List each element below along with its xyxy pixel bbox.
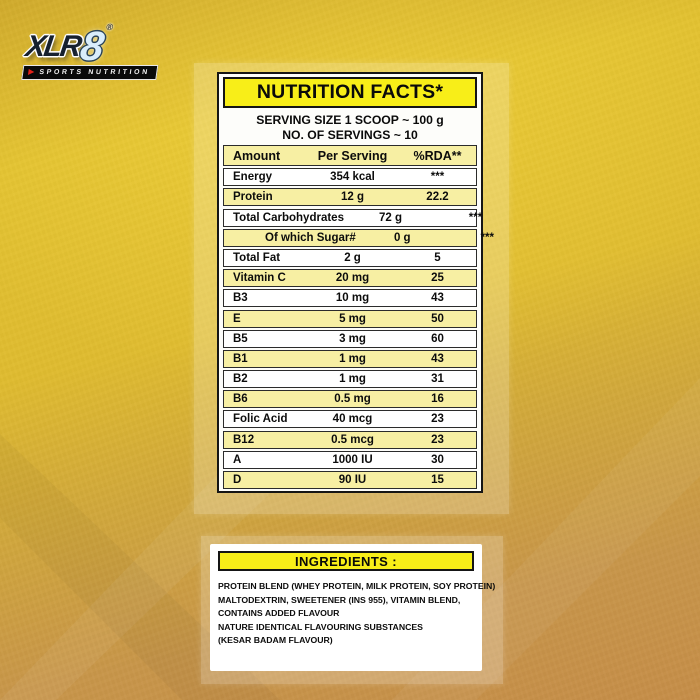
nutrient-rda: 30 [431,453,444,466]
nutrient-name: A [233,453,242,466]
column-header-rda: %RDA** [413,148,462,163]
serving-size-line: SERVING SIZE 1 SCOOP ~ 100 g [256,113,444,127]
table-header-row: Amount Per Serving %RDA** [223,145,477,166]
ingredients-line: MALTODEXTRIN, SWEETENER (INS 955), VITAM… [218,594,461,605]
nutrient-per-serving: 40 mcg [332,413,373,426]
nutrient-row: Energy 354 kcal *** [223,168,477,187]
nutrient-per-serving: 0.5 mg [334,393,371,406]
nutrient-rda: 5 [434,251,441,264]
nutrition-rows: Energy 354 kcal *** Protein 12 g 22.2 Total Ca… [223,168,494,489]
nutrient-name: Vitamin C [233,272,286,285]
nutrient-per-serving: 5 mg [339,312,366,325]
nutrient-name: Of which Sugar# [265,231,356,244]
nutrient-row: Vitamin C 20 mg 25 [223,269,477,288]
nutrient-name: B5 [233,332,248,345]
nutrient-per-serving: 354 kcal [330,171,375,184]
logo-tagline-bar: SPORTS NUTRITION [21,64,159,80]
nutrient-rda: 25 [431,272,444,285]
nutrient-row: Folic Acid 40 mcg 23 [223,410,477,429]
nutrient-per-serving: 20 mg [335,272,370,285]
nutrient-row: Total Fat 2 g 5 [223,248,477,267]
nutrient-per-serving: 1 mg [339,352,366,365]
red-chevron-icon [27,69,35,75]
nutrient-per-serving: 2 g [344,251,361,264]
nutrient-name: D [233,474,242,486]
nutrient-row: E 5 mg 50 [223,309,477,328]
nutrient-row: D 90 IU 15 [223,471,477,489]
ingredients-card: INGREDIENTS : PROTEIN BLEND (WHEY PROTEI… [210,544,496,671]
logo-text-8: 8 [77,23,108,69]
nutrient-per-serving: 0.5 mcg [331,433,374,446]
nutrient-name: B12 [233,433,255,446]
nutrient-rda: *** [468,211,483,224]
nutrient-rda: 31 [431,373,444,386]
nutrient-rda: 43 [431,352,444,365]
logo-tagline-text: SPORTS NUTRITION [38,68,151,76]
ingredients-line: PROTEIN BLEND (WHEY PROTEIN, MILK PROTEI… [218,581,496,591]
nutrient-rda: 23 [431,433,444,446]
nutrient-per-serving: 3 mg [339,332,366,345]
nutrient-row: B3 10 mg 43 [223,289,477,308]
nutrient-name: Protein [233,191,273,204]
nutrient-name: B1 [233,352,248,365]
serving-info: SERVING SIZE 1 SCOOP ~ 100 g NO. OF SERV… [223,108,477,145]
nutrition-facts-card: NUTRITION FACTS* SERVING SIZE 1 SCOOP ~ … [217,72,494,493]
registered-trademark-icon: ® [105,22,114,32]
nutrient-per-serving: 90 IU [338,474,367,486]
nutrient-row: B12 0.5 mcg 23 [223,430,477,449]
nutrient-per-serving: 1000 IU [332,453,373,466]
nutrient-row: B2 1 mg 31 [223,370,477,389]
nutrient-per-serving: 1 mg [339,373,366,386]
nutrient-per-serving: 10 mg [335,292,370,305]
nutrient-row: A 1000 IU 30 [223,450,477,469]
ingredients-line: CONTAINS ADDED FLAVOUR [218,608,340,619]
nutrient-row: B1 1 mg 43 [223,349,477,368]
nutrient-name: B6 [233,393,248,406]
nutrient-rda: 60 [431,332,444,345]
nutrient-name: Folic Acid [233,413,288,426]
nutrient-rda: 22.2 [426,191,449,204]
xlr8-logo: XLR8® SPORTS NUTRITION [21,12,166,80]
nutrient-row: Protein 12 g 22.2 [223,188,477,207]
nutrient-row: B6 0.5 mg 16 [223,390,477,409]
nutrient-name: Total Fat [233,251,281,264]
nutrient-rda: *** [480,231,494,244]
nutrient-row: Of which Sugar# 0 g *** [223,228,494,247]
column-header-amount: Amount [233,148,281,163]
nutrient-rda: 50 [431,312,444,325]
nutrient-per-serving: 0 g [393,231,411,244]
nutrient-name: Energy [233,171,272,184]
nutrition-facts-title: NUTRITION FACTS* [223,77,477,108]
nutrient-per-serving: 12 g [340,191,364,204]
ingredients-line: NATURE IDENTICAL FLAVOURING SUBSTANCES [218,621,423,632]
nutrient-rda: 23 [431,413,444,426]
logo-text-xlr: XLR [23,30,83,63]
nutrient-rda: 43 [431,292,444,305]
column-header-per-serving: Per Serving [317,148,388,163]
nutrient-name: Total Carbohydrates [233,211,344,224]
nutrient-rda: 16 [431,393,444,406]
ingredients-line: (KESAR BADAM FLAVOUR) [218,635,333,646]
ingredients-text: PROTEIN BLEND (WHEY PROTEIN, MILK PROTEI… [210,571,496,648]
logo-wordmark: XLR8® [23,12,166,69]
nutrient-name: B2 [233,373,248,386]
nutrient-row: B5 3 mg 60 [223,329,477,348]
nutrient-rda: *** [430,171,445,184]
nutrient-name: E [233,312,241,325]
nutrient-name: B3 [233,292,248,305]
nutrient-rda: 15 [431,474,444,486]
servings-count-line: NO. OF SERVINGS ~ 10 [282,128,418,142]
nutrient-per-serving: 72 g [378,211,402,224]
ingredients-title: INGREDIENTS : [218,551,474,571]
nutrient-row: Total Carbohydrates 72 g *** [223,208,482,227]
